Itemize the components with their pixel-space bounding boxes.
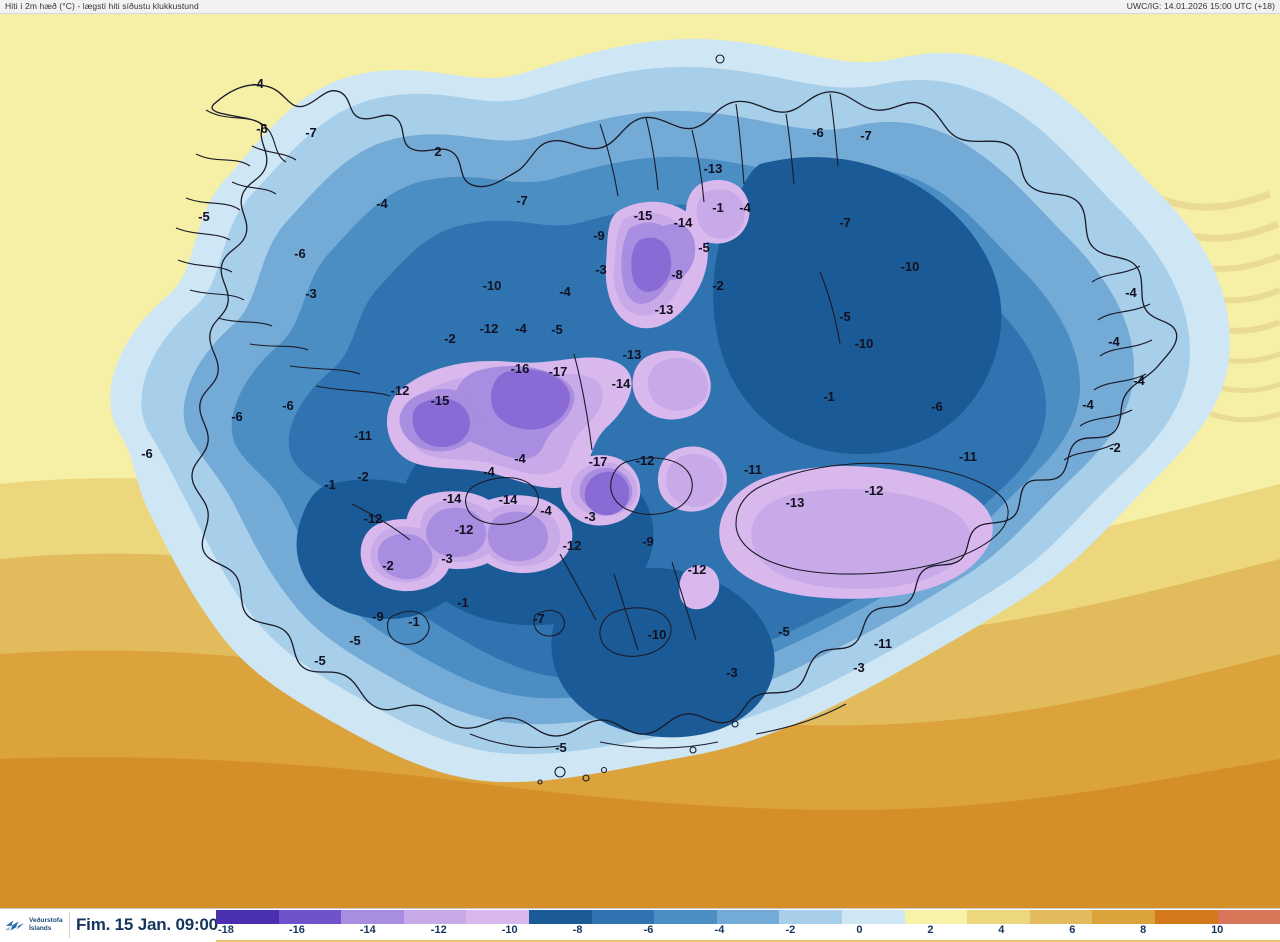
- colorbar-tick: 0: [856, 924, 863, 936]
- colorbar-swatch: [654, 910, 717, 924]
- header-bar: Hiti í 2m hæð (°C) - lægsti hiti síðustu…: [0, 0, 1280, 14]
- colorbar-tick: 10: [1211, 924, 1224, 936]
- colorbar-swatch: [967, 910, 1030, 924]
- north-coast-detail: [599, 93, 839, 203]
- colorbar-tick-labels: -18 -16 -14 -12 -10 -8 -6 -4 -2 0 2 4 6 8 10: [216, 924, 1280, 940]
- model-run-timestamp: UWC/IG: 14.01.2026 15:00 UTC (+18): [1126, 1, 1275, 11]
- east-fjords-detail: [1063, 265, 1153, 461]
- colorbar-swatch: [528, 910, 592, 924]
- colorbar-swatch: [1154, 910, 1218, 924]
- colorbar-tick: -8: [572, 924, 583, 936]
- colorbar-baseline: [216, 940, 1280, 942]
- colorbar-tick: 8: [1140, 924, 1147, 936]
- south-coast-detail: [469, 703, 847, 785]
- colorbar-swatch: [403, 910, 467, 924]
- wind-arrow-icon: [5, 920, 25, 931]
- colorbar-swatch: [1217, 910, 1280, 924]
- colorbar-swatch: [1092, 910, 1155, 924]
- colorbar-swatches: [216, 910, 1280, 924]
- colorbar-tick: -10: [501, 924, 518, 936]
- colorbar-tick: -18: [218, 924, 234, 936]
- logo-line-2: Íslands: [29, 925, 52, 932]
- colorbar-swatch: [216, 910, 279, 924]
- colorbar-swatch: [904, 910, 968, 924]
- colorbar-swatch: [341, 910, 404, 924]
- logo-text: Veðurstofa Íslands: [29, 917, 63, 933]
- temperature-contour-map: -4-6 -72-5-4-6-3-6-6-6-11-1-2-12-2 -3-12-1…: [0, 14, 1280, 908]
- colorbar-swatch: [591, 910, 655, 924]
- colorbar-tick: -14: [359, 924, 376, 936]
- colorbar-tick: 4: [998, 924, 1005, 936]
- westfjords-detail: [175, 109, 391, 397]
- colorbar-tick: -6: [643, 924, 654, 936]
- valid-time-label: Fim. 15 Jan. 09:00: [76, 915, 218, 934]
- page-title: Hiti í 2m hæð (°C) - lægsti hiti síðustu…: [5, 1, 199, 11]
- colorbar-tick: -4: [714, 924, 725, 936]
- colorbar-swatch: [841, 910, 905, 924]
- iceland-coastline: [191, 84, 1178, 737]
- colorbar-swatch: [466, 910, 529, 924]
- colorbar-swatch: [779, 910, 842, 924]
- map-canvas[interactable]: -4 -6 -7 2 -5 -4 -6 -3 -6 -6 -6 -11 -1 -2 -12 -2 -3 -12 -1…: [0, 14, 1280, 908]
- colorbar-tick: -12: [430, 924, 447, 936]
- colorbar-tick: 2: [927, 924, 934, 936]
- colorbar-swatch: [1029, 910, 1093, 924]
- inland-contour-lines: [351, 271, 1009, 657]
- met-office-logo[interactable]: Veðurstofa Íslands: [4, 912, 70, 938]
- colorbar-tick: -2: [785, 924, 796, 936]
- contour-band-minus17: [412, 237, 672, 516]
- colorbar-swatch: [278, 910, 342, 924]
- colorbar-tick: -16: [288, 924, 305, 936]
- offshore-islands: [689, 54, 739, 754]
- colorbar-tick: 6: [1069, 924, 1076, 936]
- logo-line-1: Veðurstofa: [29, 916, 63, 924]
- temperature-colorbar[interactable]: -18 -16 -14 -12 -10 -8 -6 -4 -2 0 2 4 6 8 10: [216, 910, 1280, 942]
- colorbar-swatch: [716, 910, 780, 924]
